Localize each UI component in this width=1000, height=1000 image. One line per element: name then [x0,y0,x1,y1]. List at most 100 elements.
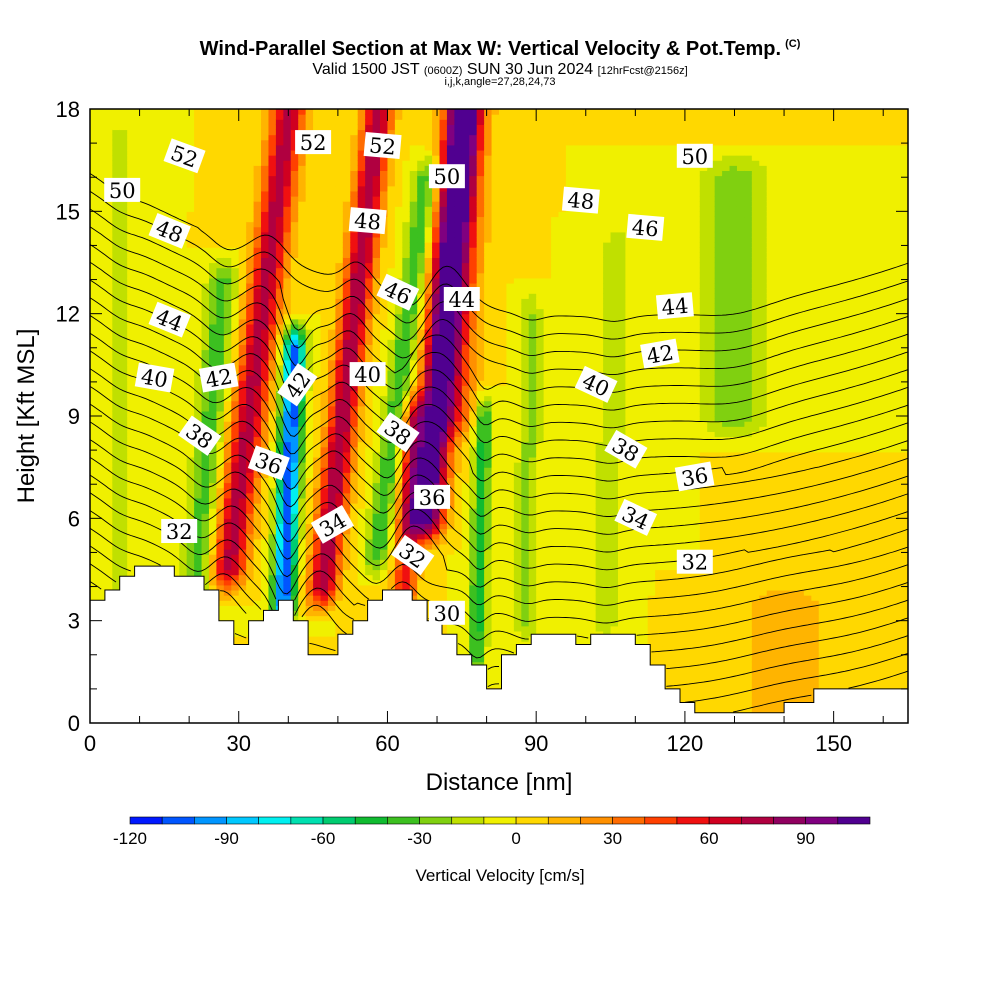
w-cell [290,201,299,207]
w-cell [134,502,143,509]
w-cell [231,252,240,258]
w-cell [335,201,344,207]
w-cell [171,298,180,305]
w-cell [119,211,128,218]
w-cell [246,155,255,161]
w-cell [112,400,121,407]
w-cell [372,262,381,269]
w-cell [261,600,270,606]
w-cell [142,477,151,484]
w-cell [365,508,374,514]
w-cell [357,385,366,392]
w-cell [372,569,381,576]
w-cell [357,528,366,535]
w-cell [313,277,322,284]
w-cell [201,293,210,299]
w-cell [372,170,381,177]
w-cell [164,395,173,402]
w-cell [104,262,113,269]
w-cell [342,554,351,560]
w-cell [127,318,136,325]
w-cell [216,134,225,141]
w-cell [223,267,232,274]
w-cell [261,528,270,535]
w-cell [231,533,240,540]
w-cell [216,282,225,289]
w-cell [253,554,262,560]
w-cell [119,129,128,136]
w-cell [275,134,284,141]
w-cell [253,221,262,228]
w-cell [134,160,143,166]
w-cell [342,359,351,366]
w-cell [320,257,329,264]
w-cell [90,375,99,381]
w-cell [305,651,314,658]
w-cell [342,364,351,371]
w-cell [246,615,255,622]
w-cell [253,231,262,238]
w-cell [305,416,314,422]
w-cell [261,272,270,279]
w-cell [142,170,151,177]
w-cell [313,323,322,330]
w-cell [320,282,329,289]
w-cell [253,595,262,601]
w-cell [350,554,359,560]
w-cell [238,410,247,417]
w-cell [142,323,151,330]
w-cell [179,308,188,315]
w-cell [253,124,262,131]
w-cell [164,559,173,565]
w-cell [350,600,359,606]
w-cell [216,252,225,258]
w-cell [372,329,381,335]
w-cell [223,288,232,294]
w-cell [171,180,180,187]
w-cell [253,129,262,136]
w-cell [246,323,255,330]
w-cell [305,467,314,473]
w-cell [253,497,262,504]
w-cell [313,282,322,289]
w-cell [201,216,210,223]
w-cell [342,334,351,340]
w-cell [231,569,240,576]
w-cell [134,293,143,299]
w-cell [327,334,336,340]
w-cell [365,354,374,361]
w-cell [298,349,307,356]
w-cell [313,595,322,601]
w-cell [394,497,403,504]
w-cell [149,211,158,218]
w-cell [119,549,128,555]
w-cell [335,236,344,243]
w-cell [127,119,136,125]
w-cell [350,313,359,320]
w-cell [119,508,128,514]
w-cell [305,528,314,535]
w-cell [90,221,99,228]
w-cell [112,416,121,422]
w-cell [223,119,232,125]
w-cell [320,595,329,601]
w-cell [201,119,210,125]
w-cell [119,477,128,484]
w-cell [365,467,374,473]
w-cell [357,410,366,417]
w-cell [261,323,270,330]
w-cell [156,426,165,432]
w-cell [261,523,270,530]
w-cell [275,497,284,504]
w-cell [208,497,218,504]
w-cell [372,513,381,519]
w-cell [231,226,240,233]
w-cell [149,436,158,443]
w-cell [238,620,247,627]
w-cell [231,180,240,187]
w-cell [283,323,292,330]
w-cell [283,175,292,182]
w-cell [194,395,203,402]
w-cell [246,221,255,228]
w-cell [179,288,188,294]
